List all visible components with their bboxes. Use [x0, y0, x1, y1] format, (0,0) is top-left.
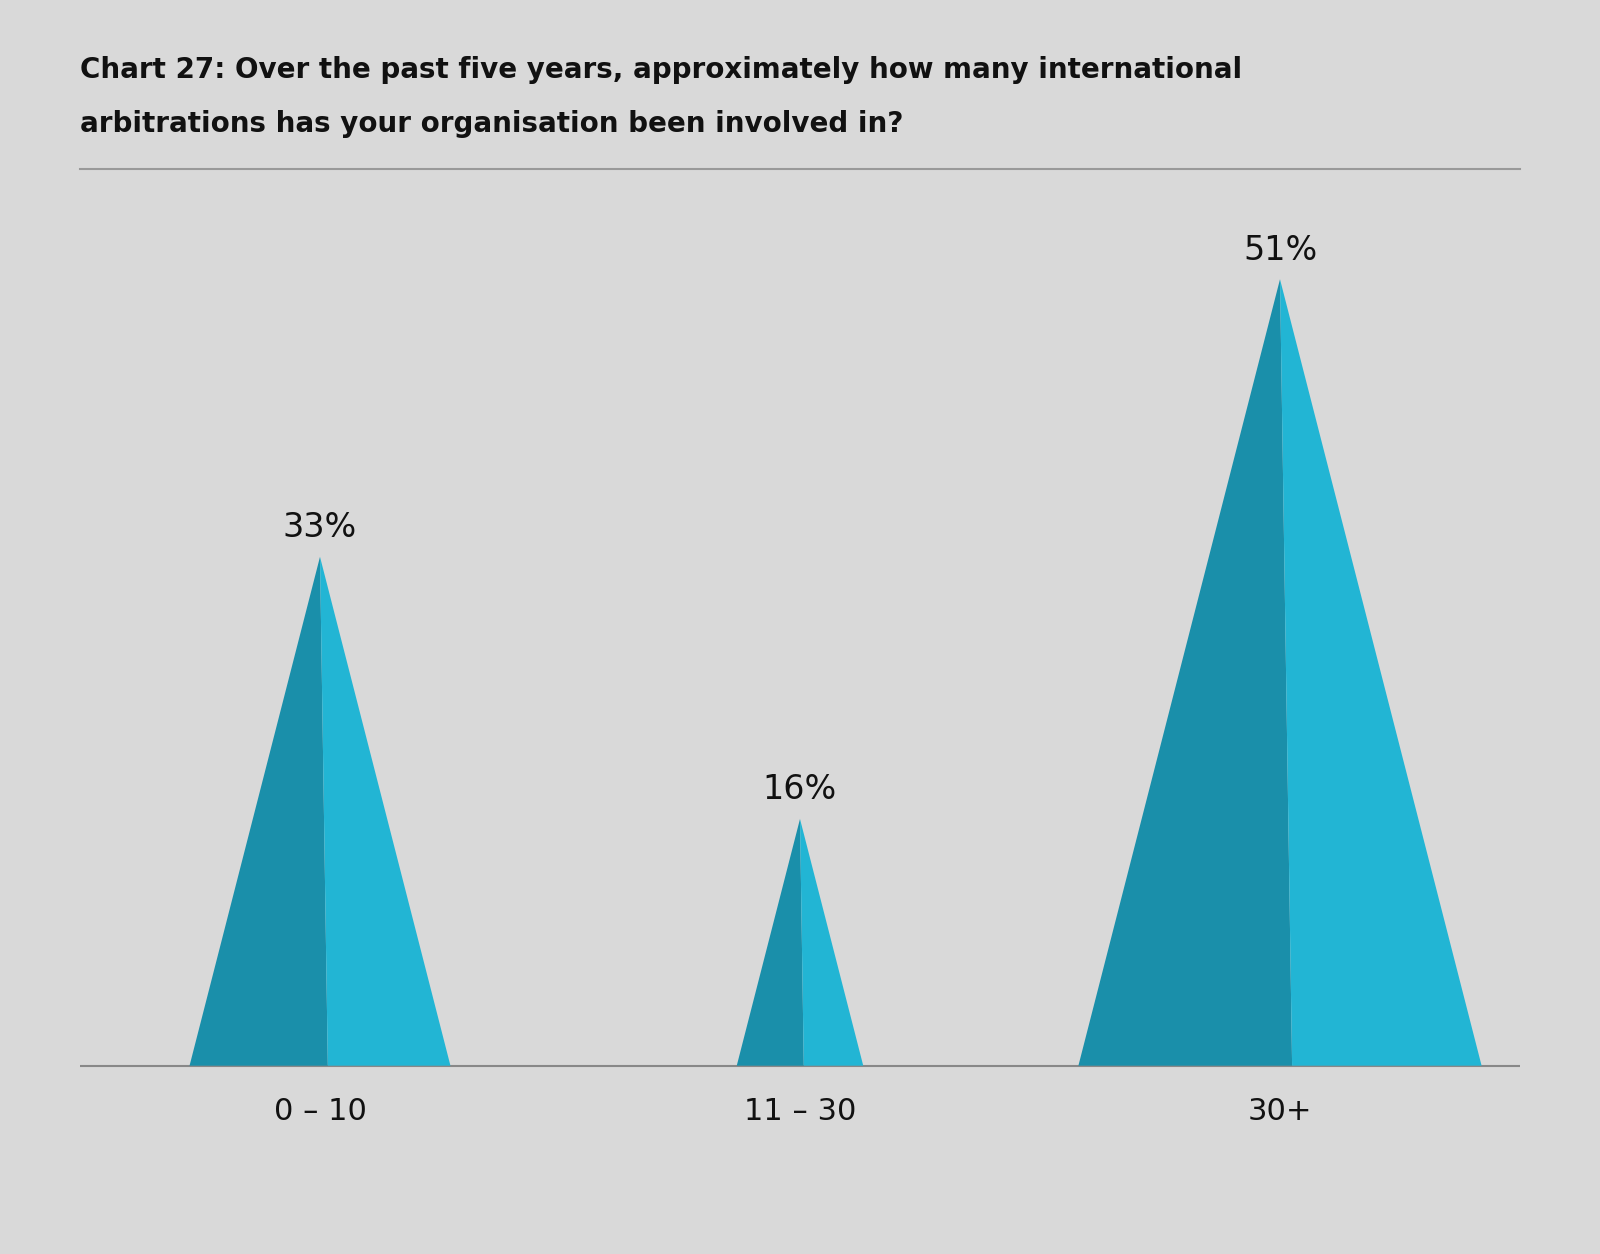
Text: 16%: 16% [763, 774, 837, 806]
Polygon shape [1280, 280, 1482, 1066]
Polygon shape [800, 819, 864, 1066]
Polygon shape [1078, 280, 1293, 1066]
Text: 0 – 10: 0 – 10 [274, 1097, 366, 1126]
Text: 11 – 30: 11 – 30 [744, 1097, 856, 1126]
Polygon shape [320, 557, 451, 1066]
Polygon shape [189, 557, 328, 1066]
Polygon shape [736, 819, 803, 1066]
Text: arbitrations has your organisation been involved in?: arbitrations has your organisation been … [80, 110, 904, 138]
Text: Chart 27: Over the past five years, approximately how many international: Chart 27: Over the past five years, appr… [80, 56, 1242, 84]
Text: 33%: 33% [283, 512, 357, 544]
Text: 51%: 51% [1243, 233, 1317, 267]
Text: 30+: 30+ [1248, 1097, 1312, 1126]
